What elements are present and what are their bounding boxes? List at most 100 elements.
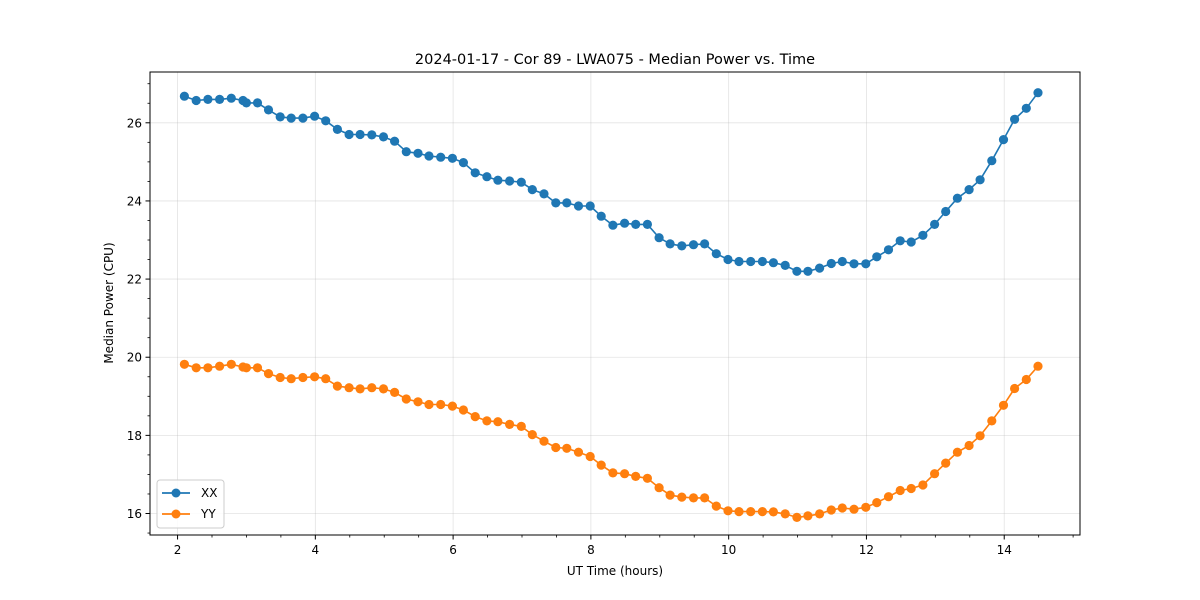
data-point-xx — [192, 96, 201, 105]
data-point-yy — [884, 492, 893, 501]
data-point-yy — [872, 498, 881, 507]
data-point-xx — [390, 137, 399, 146]
x-tick-label: 14 — [997, 543, 1012, 557]
data-point-yy — [746, 507, 755, 516]
data-point-yy — [203, 363, 212, 372]
data-point-yy — [321, 374, 330, 383]
x-tick-label: 6 — [449, 543, 457, 557]
data-point-xx — [999, 135, 1008, 144]
data-point-yy — [1033, 362, 1042, 371]
data-point-yy — [367, 383, 376, 392]
data-point-xx — [655, 233, 664, 242]
x-axis-label: UT Time (hours) — [567, 564, 663, 578]
data-point-yy — [390, 388, 399, 397]
data-point-xx — [815, 264, 824, 273]
data-point-xx — [379, 132, 388, 141]
data-point-yy — [298, 373, 307, 382]
y-tick-label: 22 — [127, 273, 142, 287]
data-point-xx — [448, 154, 457, 163]
data-point-xx — [310, 112, 319, 121]
data-point-xx — [493, 176, 502, 185]
legend: XX YY — [157, 480, 224, 528]
data-point-xx — [471, 168, 480, 177]
data-point-xx — [298, 114, 307, 123]
data-point-xx — [367, 130, 376, 139]
data-point-yy — [930, 469, 939, 478]
data-point-yy — [815, 509, 824, 518]
data-point-yy — [436, 400, 445, 409]
data-point-xx — [264, 105, 273, 114]
data-point-yy — [987, 416, 996, 425]
data-point-yy — [643, 474, 652, 483]
legend-label-xx: XX — [201, 486, 217, 500]
data-point-xx — [586, 201, 595, 210]
data-point-xx — [551, 198, 560, 207]
data-point-yy — [666, 491, 675, 500]
legend-marker-xx — [172, 489, 181, 498]
data-point-xx — [203, 95, 212, 104]
data-point-yy — [827, 505, 836, 514]
data-point-yy — [1022, 375, 1031, 384]
data-point-yy — [562, 444, 571, 453]
data-point-yy — [356, 384, 365, 393]
data-point-yy — [413, 397, 422, 406]
data-point-yy — [655, 483, 664, 492]
data-point-xx — [987, 156, 996, 165]
data-point-yy — [1010, 384, 1019, 393]
data-point-yy — [459, 405, 468, 414]
data-point-yy — [227, 360, 236, 369]
data-point-yy — [264, 369, 273, 378]
data-point-xx — [689, 240, 698, 249]
data-point-yy — [253, 363, 262, 372]
data-point-xx — [242, 98, 251, 107]
data-point-yy — [758, 507, 767, 516]
data-point-xx — [517, 178, 526, 187]
data-point-yy — [918, 480, 927, 489]
data-point-yy — [493, 417, 502, 426]
data-point-yy — [517, 422, 526, 431]
data-point-xx — [769, 258, 778, 267]
x-tick-label: 12 — [859, 543, 874, 557]
legend-label-yy: YY — [200, 507, 216, 521]
y-tick-label: 26 — [127, 116, 142, 130]
data-point-xx — [345, 130, 354, 139]
data-point-yy — [849, 505, 858, 514]
data-point-yy — [574, 448, 583, 457]
data-point-yy — [631, 472, 640, 481]
data-point-yy — [276, 373, 285, 382]
data-point-yy — [505, 420, 514, 429]
data-point-xx — [758, 257, 767, 266]
data-point-xx — [608, 221, 617, 230]
data-point-xx — [723, 255, 732, 264]
data-point-yy — [792, 513, 801, 522]
data-point-yy — [999, 401, 1008, 410]
data-point-xx — [459, 158, 468, 167]
data-point-xx — [620, 219, 629, 228]
data-point-xx — [227, 94, 236, 103]
data-point-yy — [402, 394, 411, 403]
legend-marker-yy — [172, 510, 181, 519]
data-point-yy — [551, 443, 560, 452]
data-point-yy — [345, 383, 354, 392]
data-point-yy — [539, 437, 548, 446]
data-point-xx — [792, 267, 801, 276]
data-point-yy — [310, 372, 319, 381]
data-point-xx — [861, 259, 870, 268]
data-point-xx — [436, 153, 445, 162]
data-point-yy — [677, 493, 686, 502]
data-point-xx — [781, 261, 790, 270]
data-point-xx — [1033, 88, 1042, 97]
data-point-yy — [215, 362, 224, 371]
data-point-xx — [321, 116, 330, 125]
data-point-xx — [574, 201, 583, 210]
data-point-xx — [562, 198, 571, 207]
data-point-yy — [712, 502, 721, 511]
data-point-xx — [1010, 115, 1019, 124]
data-point-xx — [215, 95, 224, 104]
data-point-xx — [287, 114, 296, 123]
data-point-xx — [333, 125, 342, 134]
data-point-yy — [471, 412, 480, 421]
y-tick-label: 16 — [127, 507, 142, 521]
y-tick-label: 18 — [127, 429, 142, 443]
data-point-xx — [666, 239, 675, 248]
